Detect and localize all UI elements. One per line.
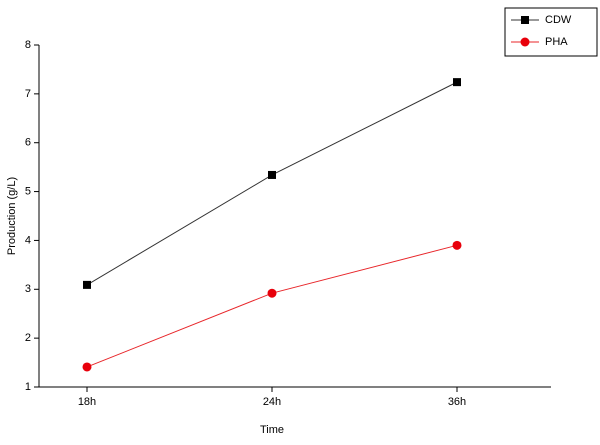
y-tick-label: 6 <box>25 137 31 149</box>
marker <box>452 240 462 250</box>
marker <box>267 288 277 298</box>
x-tick-label: 18h <box>78 396 96 408</box>
x-axis-label: Time <box>260 424 284 436</box>
y-tick-label: 2 <box>25 332 31 344</box>
marker <box>268 170 276 179</box>
marker <box>521 16 529 24</box>
y-tick-label: 8 <box>25 39 31 51</box>
legend-label: PHA <box>545 36 568 48</box>
y-tick-label: 7 <box>25 88 31 100</box>
marker <box>520 37 530 47</box>
marker <box>453 78 461 87</box>
y-tick-label: 5 <box>25 185 31 197</box>
y-tick-label: 1 <box>25 381 31 393</box>
y-axis-label: Production (g/L) <box>6 177 18 255</box>
legend-label: CDW <box>545 14 572 26</box>
x-tick-label: 24h <box>263 396 281 408</box>
marker <box>82 362 92 372</box>
y-tick-label: 4 <box>25 234 31 246</box>
marker <box>83 280 91 289</box>
series-line <box>86 244 458 368</box>
y-tick-label: 3 <box>25 283 31 295</box>
legend-box <box>504 7 598 57</box>
x-tick-label: 36h <box>448 396 466 408</box>
series-line <box>86 81 458 286</box>
